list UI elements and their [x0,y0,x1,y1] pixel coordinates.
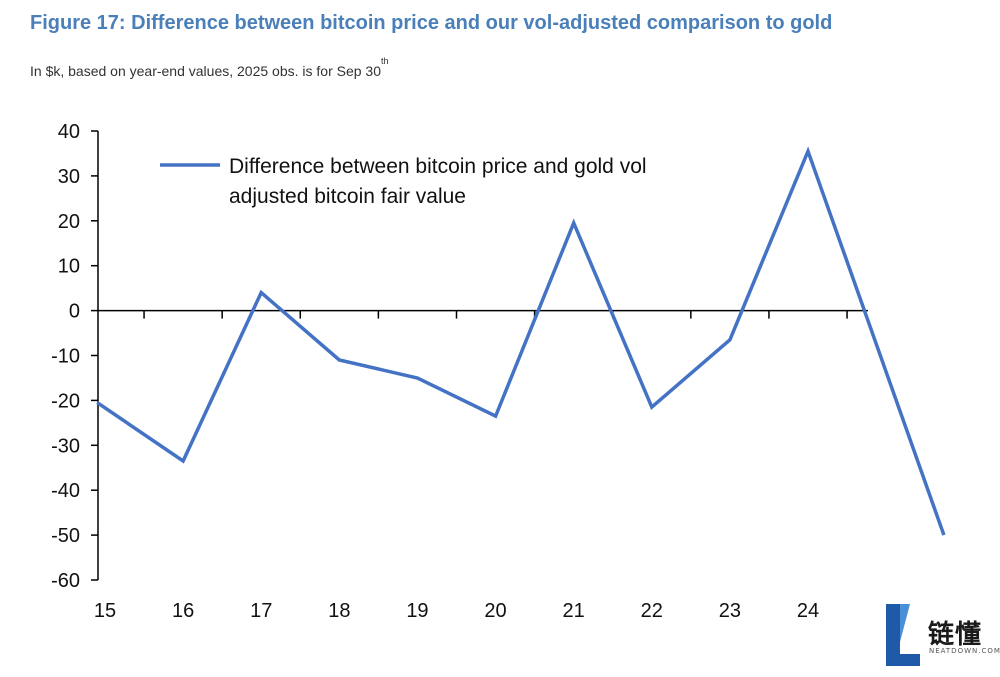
x-tick-label: 18 [328,600,350,622]
x-tick-label: 20 [484,600,506,622]
y-tick-label: -40 [51,480,80,502]
x-tick-label: 23 [719,600,741,622]
x-tick-label: 17 [250,600,272,622]
x-tick-label: 22 [641,600,663,622]
x-tick-label: 16 [172,600,194,622]
y-tick-label: -20 [51,390,80,412]
x-tick-label: 15 [94,600,116,622]
logo-text-en: NEATDOWN.COM [929,647,1000,655]
chart-subtitle-text: In $k, based on year-end values, 2025 ob… [30,63,382,79]
chart-title: Figure 17: Difference between bitcoin pr… [30,12,833,34]
legend-label: adjusted bitcoin fair value [229,185,466,208]
y-tick-label: 30 [58,166,80,188]
y-tick-label: 0 [69,301,80,323]
legend-label: Difference between bitcoin price and gol… [229,155,647,178]
logo-text-cn: 链懂 [928,620,983,650]
x-tick-label: 21 [563,600,585,622]
y-tick-label: 10 [58,256,80,278]
x-tick-label: 19 [406,600,428,622]
brand-logo: 链懂 NEATDOWN.COM [884,602,1000,672]
y-tick-label: -30 [51,435,80,457]
x-tick-label: 24 [797,600,819,622]
x-axis: 15 16 17 18 19 20 21 22 23 24 [94,309,868,622]
chart-subtitle: In $k, based on year-end values, 2025 ob… [30,56,389,79]
y-tick-label: -60 [51,570,80,592]
legend: Difference between bitcoin price and gol… [160,155,647,208]
y-tick-label: 20 [58,211,80,233]
series-layer [96,146,946,536]
y-axis: 40 30 20 10 0 -10 -20 -30 -40 -50 -60 [51,121,99,592]
logo-mark-icon [886,604,920,666]
chart-subtitle-superscript: th [381,56,389,66]
y-tick-label: 40 [58,121,80,143]
y-tick-label: -10 [51,346,80,368]
y-tick-label: -50 [51,525,80,547]
series-line [96,146,946,536]
